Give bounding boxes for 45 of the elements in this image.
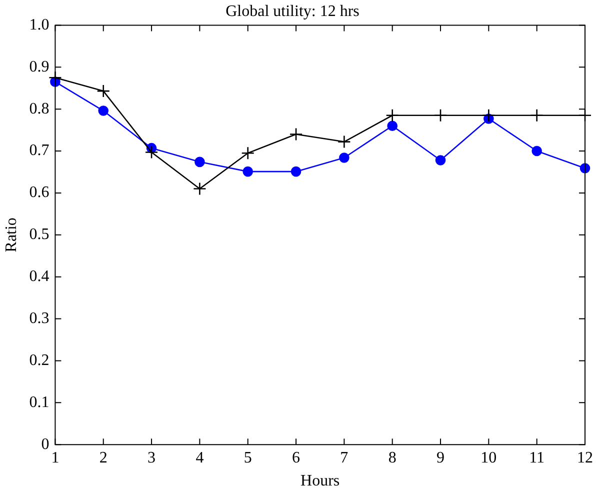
point xyxy=(96,84,110,98)
x-tick-label: 1 xyxy=(51,449,60,466)
point xyxy=(530,108,544,122)
y-tick-label: 0.7 xyxy=(29,142,50,160)
point xyxy=(532,146,542,156)
point xyxy=(144,146,158,159)
y-tick-label: 0.9 xyxy=(29,58,50,76)
y-tick-label: 1.0 xyxy=(29,16,50,34)
point xyxy=(194,156,205,168)
y-tick-label: 0.8 xyxy=(29,100,50,118)
point xyxy=(290,166,302,177)
point xyxy=(98,106,109,116)
x-tick-label: 12 xyxy=(577,449,593,466)
x-tick-label: 11 xyxy=(529,449,545,466)
point xyxy=(435,155,446,166)
y-tick-label: 0.6 xyxy=(29,184,50,202)
x-tick-label: 5 xyxy=(244,449,252,466)
x-tick-label: 2 xyxy=(99,449,108,466)
point xyxy=(289,128,303,141)
x-tick-label: 10 xyxy=(480,449,497,466)
point xyxy=(387,120,398,132)
y-tick-label: 0.5 xyxy=(29,226,50,244)
chart-title: Global utility: 12 hrs xyxy=(226,2,360,20)
y-axis-title: Ratio xyxy=(2,218,20,252)
point xyxy=(242,166,254,177)
point xyxy=(241,146,255,160)
x-tick-label: 4 xyxy=(196,449,204,466)
y-tick-label: 0.4 xyxy=(29,268,50,286)
x-tick-label: 9 xyxy=(436,449,445,466)
point xyxy=(434,108,448,122)
point xyxy=(193,182,206,196)
y-tick-label: 0.2 xyxy=(29,352,50,369)
x-tick-label: 7 xyxy=(340,449,348,466)
point xyxy=(482,108,496,122)
y-tick-label: 0 xyxy=(41,436,50,453)
x-tick-label: 3 xyxy=(148,449,156,466)
y-tick-label: 0.3 xyxy=(29,310,50,327)
point xyxy=(386,108,399,122)
y-tick-label: 0.1 xyxy=(29,394,50,411)
point xyxy=(48,70,62,84)
point xyxy=(338,135,351,148)
x-tick-label: 8 xyxy=(388,449,396,466)
point xyxy=(339,152,350,163)
x-axis-title: Hours xyxy=(300,472,340,490)
x-tick-label: 6 xyxy=(292,449,300,466)
